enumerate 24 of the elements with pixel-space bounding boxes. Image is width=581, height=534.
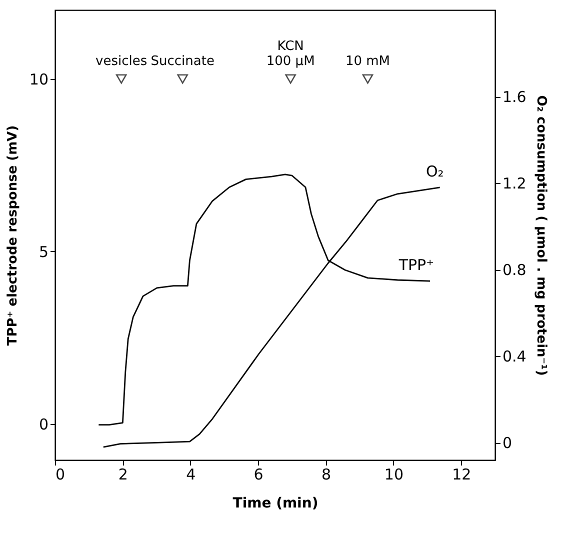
x-tick-label: 12 [452, 466, 472, 484]
annotation: KCN 100 μM [266, 38, 315, 69]
y2-tick-label: 0.8 [502, 261, 526, 280]
annotation: vesicles [96, 54, 148, 69]
x-tick-label: 6 [254, 466, 264, 484]
y-tick-label: 10 [29, 70, 48, 88]
annotation: 10 mM [345, 54, 390, 69]
y2-tick-label: 1.6 [502, 88, 526, 106]
series-label: O₂ [426, 162, 444, 180]
x-tick-label: 10 [384, 466, 404, 484]
y-tick-label: 0 [38, 415, 48, 434]
y2-axis-title: O₂ consumption ( μmol . mg protein⁻¹) [533, 95, 548, 376]
annotation: Succinate [150, 54, 214, 69]
y-axis-title: TPP⁺ electrode response (mV) [5, 125, 20, 346]
x-tick-label: 0 [56, 466, 66, 484]
y2-tick-label: 0 [502, 434, 512, 452]
x-tick-label: 4 [186, 466, 196, 484]
x-tick-label: 8 [321, 466, 332, 484]
x-tick-label: 2 [118, 466, 128, 484]
y-tick-label: 5 [38, 242, 48, 261]
y2-tick-label: 0.4 [502, 348, 526, 366]
y2-tick-label: 1.2 [502, 174, 526, 193]
series-label: TPP⁺ [398, 256, 434, 274]
x-axis-title: Time (min) [232, 496, 318, 512]
